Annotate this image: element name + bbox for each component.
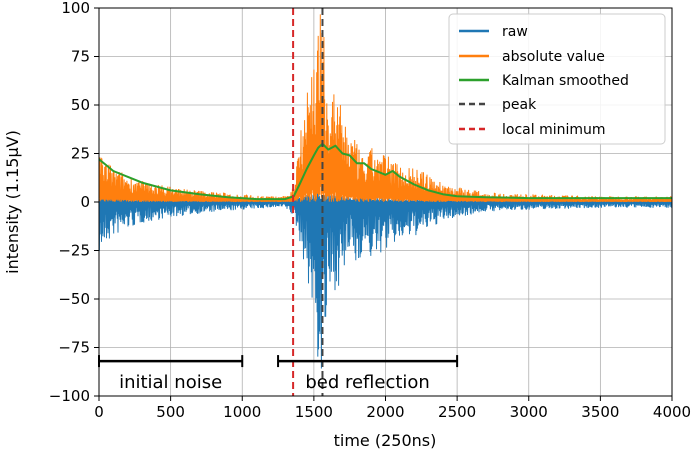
ticks: 0 500 1000 1500 2000 2500 3000 3500 4000 100 75 50 2… <box>49 0 691 421</box>
annotation-label: initial noise <box>119 372 222 393</box>
y-tick-label: 0 <box>80 193 90 211</box>
x-tick-label: 4000 <box>653 403 691 421</box>
y-tick-label: −50 <box>58 290 90 308</box>
y-axis-label: intensity (1.15μV) <box>3 130 22 274</box>
legend-label-kalman: Kalman smoothed <box>502 73 629 89</box>
x-tick-label: 500 <box>156 403 185 421</box>
y-tick-label: −75 <box>58 339 90 357</box>
y-tick-label: 25 <box>71 145 90 163</box>
x-tick-label: 2500 <box>438 403 476 421</box>
legend: raw absolute value Kalman smoothed peak … <box>448 13 666 145</box>
legend-label-peak: peak <box>502 97 537 113</box>
legend-label-local-minimum: local minimum <box>502 122 606 138</box>
x-tick-label: 0 <box>94 403 104 421</box>
annotations: initial noise bed reflection <box>98 355 459 393</box>
y-tick-label: 75 <box>71 48 90 66</box>
x-tick-label: 3000 <box>510 403 548 421</box>
x-axis-label: time (250ns) <box>334 431 437 450</box>
legend-box <box>448 13 666 145</box>
x-tick-label: 3500 <box>581 403 619 421</box>
annotation-bracket: initial noise <box>98 355 244 393</box>
x-tick-label: 2000 <box>366 403 404 421</box>
annotation-label: bed reflection <box>305 372 430 393</box>
y-tick-label: −25 <box>58 242 90 260</box>
y-tick-label: −100 <box>49 387 90 405</box>
series-absolute-value <box>99 14 672 203</box>
data-layer <box>99 8 672 396</box>
legend-label-absolute: absolute value <box>502 49 605 65</box>
legend-label-raw: raw <box>502 24 528 40</box>
x-tick-label: 1000 <box>223 403 261 421</box>
series-kalman-smoothed <box>99 142 672 201</box>
x-tick-label: 1500 <box>295 403 333 421</box>
y-tick-label: 100 <box>61 0 90 17</box>
y-tick-label: 50 <box>71 96 90 114</box>
annotation-bracket: bed reflection <box>277 355 459 393</box>
